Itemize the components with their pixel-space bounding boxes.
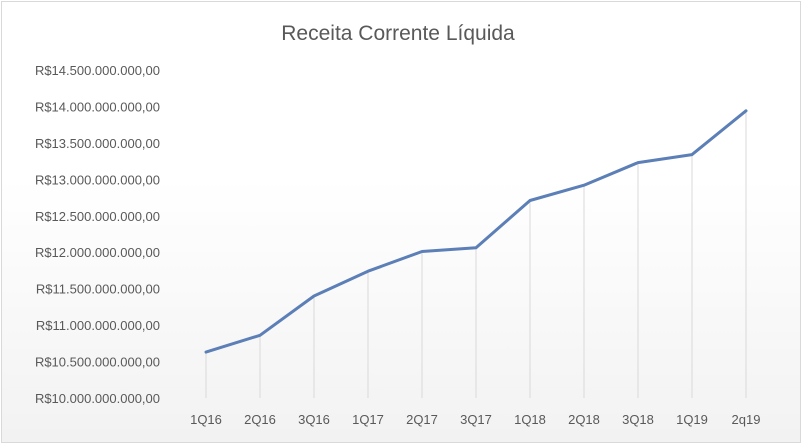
x-tick-label: 3Q18 — [622, 412, 654, 427]
y-tick-label: R$11.000.000.000,00 — [36, 318, 160, 333]
x-tick-label: 1Q18 — [514, 412, 546, 427]
y-tick-label: R$10.500.000.000,00 — [35, 355, 160, 370]
x-tick-label: 2Q18 — [568, 412, 600, 427]
x-tick-label: 3Q16 — [298, 412, 330, 427]
y-tick-label: R$11.500.000.000,00 — [36, 282, 160, 297]
y-tick-label: R$13.000.000.000,00 — [35, 172, 160, 187]
y-tick-label: R$14.000.000.000,00 — [35, 99, 160, 114]
chart-title: Receita Corrente Líquida — [281, 22, 515, 45]
y-tick-label: R$10.000.000.000,00 — [35, 391, 160, 406]
x-tick-label: 2Q17 — [406, 412, 438, 427]
x-tick-label: 1Q17 — [352, 412, 384, 427]
y-tick-label: R$12.500.000.000,00 — [35, 209, 160, 224]
y-tick-label: R$13.500.000.000,00 — [35, 136, 160, 151]
x-tick-label: 1Q19 — [676, 412, 708, 427]
x-tick-label: 1Q16 — [190, 412, 222, 427]
y-tick-label: R$12.000.000.000,00 — [35, 245, 160, 260]
x-tick-label: 3Q17 — [460, 412, 492, 427]
x-tick-label: 2Q16 — [244, 412, 276, 427]
series-line — [204, 109, 748, 354]
y-tick-label: R$14.500.000.000,00 — [35, 63, 160, 78]
x-tick-label: 2q19 — [732, 412, 761, 427]
